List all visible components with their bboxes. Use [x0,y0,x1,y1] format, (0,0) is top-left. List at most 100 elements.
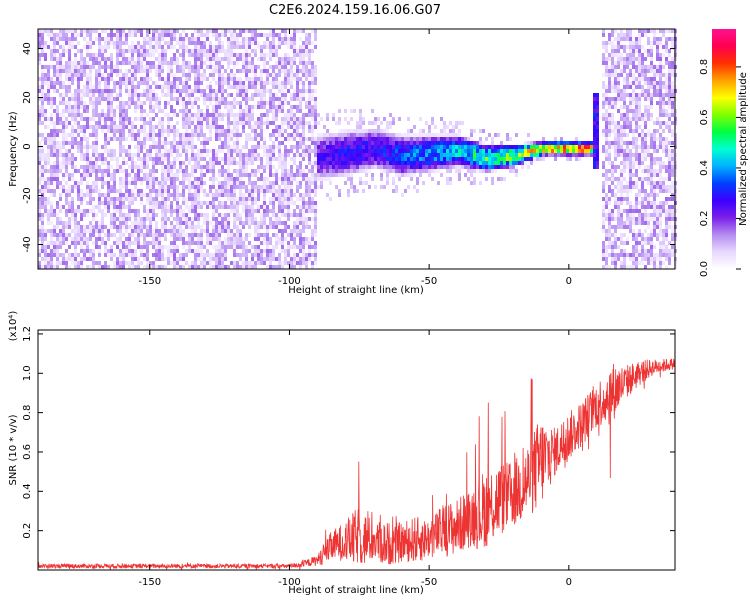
spectrogram-cell [71,173,74,177]
spectrogram-cell [293,161,296,165]
spectrogram-cell [62,157,65,161]
spectrogram-cell [425,121,428,125]
spectrogram-cell [233,225,236,229]
spectrogram-cell [50,121,53,125]
spectrogram-cell [311,165,314,169]
spectrogram-cell [38,33,41,37]
spectrogram-cell [575,137,578,141]
spectrogram-cell [593,97,596,101]
spectrogram-cell [200,237,203,241]
spectrogram-cell [320,153,323,157]
spectrogram-cell [242,205,245,209]
spectrogram-cell [239,253,242,257]
spectrogram-cell [131,81,134,85]
spectrogram-cell [296,53,299,57]
spectrogram-cell [68,265,71,269]
spectrogram-cell [302,57,305,61]
spectrogram-cell [224,77,227,81]
spectrogram-cell [74,229,77,233]
spectrogram-cell [218,201,221,205]
spectrogram-cell [338,149,341,153]
spectrogram-cell [149,157,152,161]
spectrogram-cell [380,137,383,141]
spectrogram-cell [539,141,542,145]
spectrogram-cell [80,265,83,269]
spectrogram-cell [116,257,119,261]
spectrogram-cell [302,29,305,33]
spectrogram-cell [164,257,167,261]
spectrogram-cell [167,125,170,129]
spectrogram-cell [68,173,71,177]
spectrogram-cell [59,181,62,185]
spectrogram-cell [371,161,374,165]
spectrogram-cell [137,221,140,225]
spectrogram-cell [311,125,314,129]
spectrogram-cell [254,105,257,109]
spectrogram-cell [386,173,389,177]
spectrogram-cell [68,101,71,105]
spectrogram-cell [41,157,44,161]
spectrogram-cell [386,125,389,129]
spectrogram-cell [221,181,224,185]
spectrogram-cell [194,101,197,105]
spectrogram-cell [65,65,68,69]
spectrogram-cell [113,129,116,133]
spectrogram-cell [86,33,89,37]
spectrogram-cell [71,97,74,101]
spectrogram-cell [557,141,560,145]
spectrogram-cell [110,105,113,109]
spectrogram-cell [503,165,506,169]
spectrogram-cell [299,77,302,81]
spectrogram-cell [50,133,53,137]
spectrogram-cell [59,101,62,105]
spectrogram-cell [215,157,218,161]
spectrogram-cell [278,69,281,73]
spectrogram-cell [191,173,194,177]
spectrogram-cell [92,205,95,209]
spectrogram-cell [224,229,227,233]
spectrogram-cell [281,65,284,69]
spectrogram-cell [218,221,221,225]
spectrogram-cell [422,133,425,137]
spectrogram-cell [68,209,71,213]
spectrogram-cell [215,113,218,117]
spectrogram-cell [110,65,113,69]
spectrogram-cell [122,29,125,33]
spectrogram-cell [239,81,242,85]
spectrogram-cell [155,157,158,161]
spectrogram-cell [299,229,302,233]
spectrogram-cell [95,245,98,249]
spectrogram-cell [350,109,353,113]
spectrogram-cell [92,145,95,149]
spectrogram-cell [149,105,152,109]
spectrogram-cell [131,157,134,161]
spectrogram-cell [89,145,92,149]
spectrogram-cell [557,145,560,149]
spectrogram-cell [41,225,44,229]
spectrogram-cell [74,77,77,81]
spectrogram-cell [347,129,350,133]
spectrogram-cell [134,213,137,217]
spectrogram-cell [170,29,173,33]
spectrogram-cell [425,153,428,157]
spectrogram-cell [569,157,572,161]
spectrogram-cell [299,61,302,65]
spectrogram-cell [275,233,278,237]
spectrogram-cell [494,165,497,169]
spectrogram-cell [113,109,116,113]
spectrogram-cell [107,237,110,241]
spectrogram-cell [347,149,350,153]
spectrogram-cell [248,45,251,49]
spectrogram-cell [137,49,140,53]
spectrogram-cell [89,41,92,45]
spectrogram-cell [293,113,296,117]
spectrogram-cell [221,41,224,45]
spectrogram-cell [266,233,269,237]
spectrogram-cell [146,77,149,81]
spectrogram-cell [566,141,569,145]
spectrogram-cell [227,73,230,77]
spectrogram-cell [380,129,383,133]
spectrogram-cell [173,185,176,189]
spectrogram-cell [134,85,137,89]
spectrogram-cell [239,41,242,45]
